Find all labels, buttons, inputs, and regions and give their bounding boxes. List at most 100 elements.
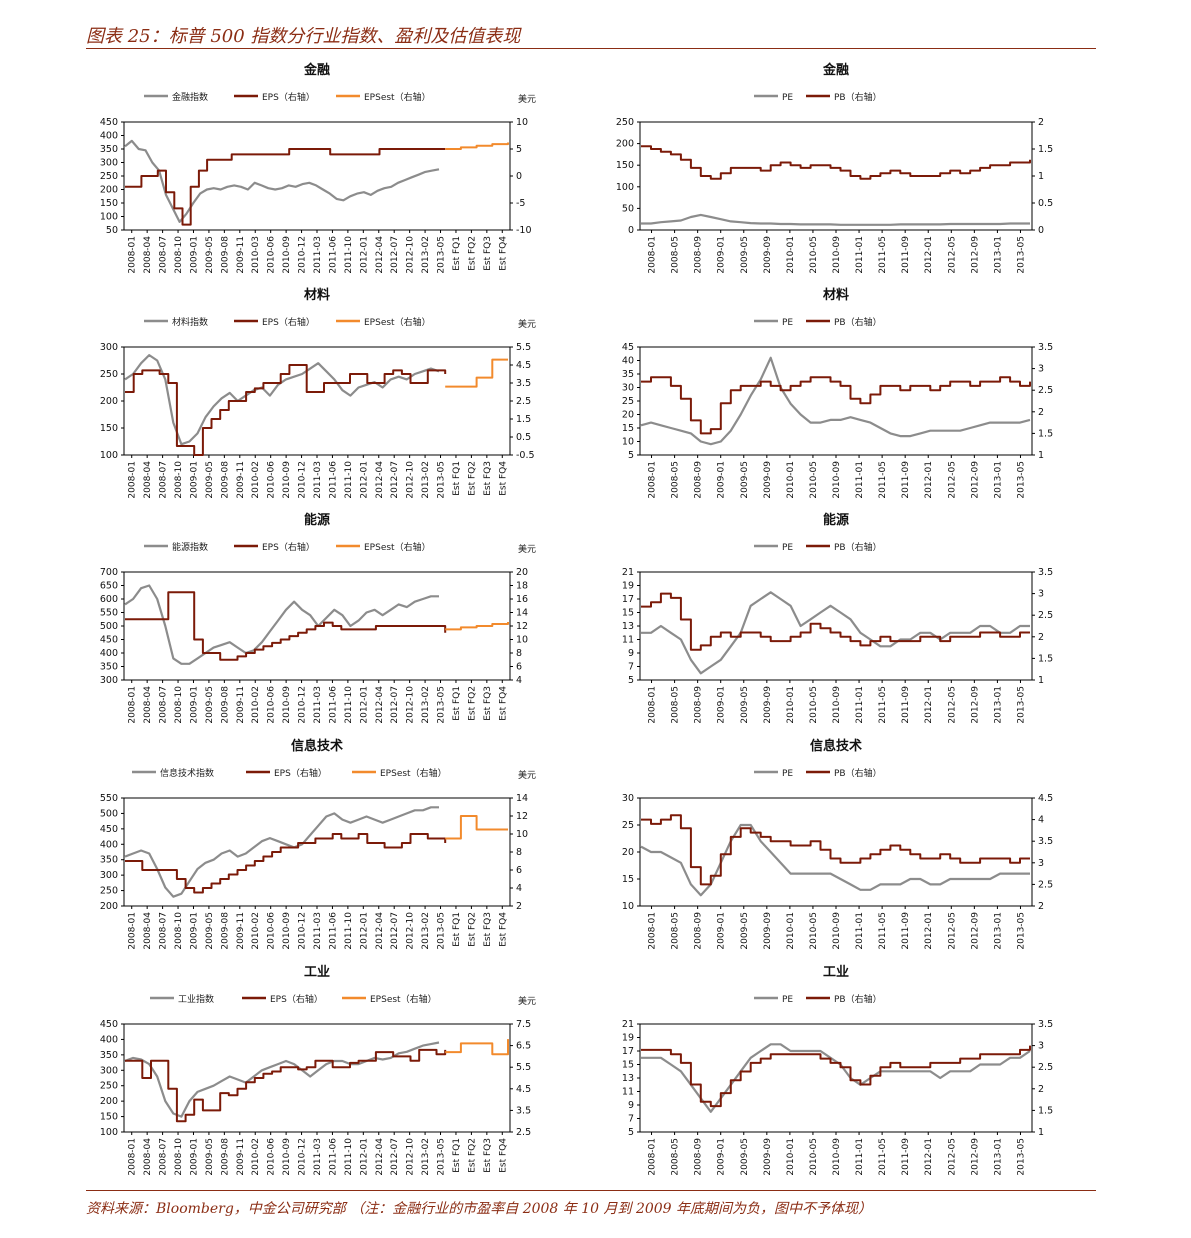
- legend-label: EPSest（右轴）: [380, 767, 447, 779]
- plot-frame: [123, 797, 511, 907]
- chart-title: 材料: [304, 287, 330, 303]
- x-tick-label: 2010-06: [267, 912, 277, 950]
- x-tick-label: 2009-01: [717, 1138, 727, 1176]
- x-tick-label: Est FQ1: [452, 236, 462, 271]
- x-tick-label: 2009-05: [205, 461, 215, 499]
- x-tick-label: Est FQ3: [483, 236, 493, 271]
- x-tick-label: Est FQ2: [467, 236, 477, 271]
- plot-frame: [639, 571, 1033, 681]
- unit-label: 美元: [518, 93, 536, 105]
- x-tick-label: 2012-01: [359, 912, 369, 950]
- right-tick-label: 2.5: [516, 1127, 531, 1138]
- chart-panel-4: 材料 PE PB（右轴） 5 10 15 20 25 30 35 40 45 1 1.5 2 2.5 3 3.5 2…: [622, 287, 1053, 499]
- series-line-epsest: [445, 815, 508, 840]
- left-tick-label: 5: [628, 675, 634, 686]
- chart-panel-2: 金融 PE PB（右轴） 0 50 100 150 200 250 0 0.5 1 1.5 2 2008-0…: [616, 62, 1053, 274]
- series-line-eps: [125, 148, 446, 226]
- x-tick-label: 2009-08: [220, 1138, 230, 1176]
- x-tick-label: 2013-05: [1016, 461, 1026, 499]
- x-tick-label: 2013-05: [437, 236, 447, 274]
- right-tick-label: 10: [516, 117, 528, 128]
- left-tick-label: 13: [622, 1073, 634, 1084]
- left-tick-label: 450: [100, 635, 118, 646]
- x-tick-label: 2008-01: [128, 686, 138, 724]
- left-tick-label: 550: [100, 793, 118, 804]
- legend-label: PB（右轴）: [834, 316, 882, 328]
- right-tick-label: 3.5: [1038, 567, 1053, 578]
- x-tick-label: 2010-06: [267, 686, 277, 724]
- series-line-index: [641, 1043, 1031, 1113]
- x-tick-label: 2010-01: [786, 912, 796, 950]
- left-tick-label: 9: [628, 1100, 634, 1111]
- series-line-eps: [641, 1045, 1031, 1108]
- left-tick-label: 11: [622, 1087, 634, 1098]
- x-tick-label: 2010-05: [809, 461, 819, 499]
- x-tick-label: 2011-01: [855, 1138, 865, 1176]
- right-tick-label: 5.5: [516, 342, 531, 353]
- x-tick-label: 2011-05: [878, 1138, 888, 1176]
- x-tick-label: 2012-07: [390, 1138, 400, 1176]
- x-tick-label: 2010-02: [251, 1138, 261, 1176]
- x-tick-label: 2009-08: [220, 912, 230, 950]
- x-tick-label: Est FQ3: [483, 1138, 493, 1173]
- x-tick-label: 2010-01: [786, 1138, 796, 1176]
- x-tick-label: 2009-11: [236, 912, 246, 950]
- x-tick-label: 2008-05: [671, 912, 681, 950]
- x-tick-label: Est FQ1: [452, 686, 462, 721]
- x-tick-label: 2011-03: [313, 236, 323, 274]
- left-tick-label: 200: [100, 396, 118, 407]
- x-tick-label: 2009-11: [236, 686, 246, 724]
- x-tick-label: Est FQ2: [467, 912, 477, 947]
- x-tick-label: 2012-01: [924, 912, 934, 950]
- right-tick-label: 6.5: [516, 1041, 531, 1052]
- x-tick-label: 2011-05: [878, 236, 888, 274]
- x-tick-label: 2011-09: [901, 236, 911, 274]
- right-tick-label: 2.5: [516, 396, 531, 407]
- x-tick-label: 2012-05: [947, 1138, 957, 1176]
- x-tick-label: 2008-01: [128, 236, 138, 274]
- x-tick-label: Est FQ4: [498, 461, 508, 496]
- x-tick-label: 2012-07: [390, 686, 400, 724]
- left-tick-label: 500: [100, 621, 118, 632]
- x-tick-label: 2012-01: [924, 461, 934, 499]
- legend-label: EPSest（右轴）: [370, 993, 437, 1005]
- right-tick-label: 2: [516, 901, 522, 912]
- series-line-index: [124, 1041, 440, 1118]
- x-tick-label: 2010-06: [267, 461, 277, 499]
- right-tick-label: 1.5: [1038, 653, 1053, 664]
- x-tick-label: 2009-11: [236, 461, 246, 499]
- left-tick-label: 20: [622, 847, 634, 858]
- x-tick-label: 2012-04: [375, 686, 385, 724]
- x-tick-label: 2011-01: [855, 236, 865, 274]
- x-tick-label: 2011-01: [855, 686, 865, 724]
- series-line-epsest: [445, 358, 508, 388]
- x-tick-label: 2012-04: [375, 461, 385, 499]
- x-tick-label: 2011-10: [344, 686, 354, 724]
- x-tick-label: 2011-09: [901, 912, 911, 950]
- x-tick-label: 2008-07: [159, 1138, 169, 1176]
- x-tick-label: 2010-05: [809, 912, 819, 950]
- x-tick-label: 2008-05: [671, 686, 681, 724]
- right-tick-label: 3.5: [1038, 1019, 1053, 1030]
- x-tick-label: 2013-05: [437, 461, 447, 499]
- x-tick-label: 2012-10: [406, 461, 416, 499]
- x-tick-label: 2009-01: [717, 461, 727, 499]
- left-tick-label: 5: [628, 450, 634, 461]
- x-tick-label: 2013-01: [993, 236, 1003, 274]
- left-tick-label: 15: [622, 1060, 634, 1071]
- x-tick-label: 2011-01: [855, 461, 865, 499]
- x-tick-label: 2011-10: [344, 1138, 354, 1176]
- left-tick-label: 250: [616, 117, 634, 128]
- left-tick-label: 300: [100, 342, 118, 353]
- right-tick-label: 2: [1038, 1084, 1044, 1095]
- x-tick-label: 2009-05: [205, 912, 215, 950]
- left-tick-label: 7: [628, 662, 634, 673]
- series-line-index: [641, 213, 1030, 226]
- x-tick-label: 2009-01: [717, 912, 727, 950]
- left-tick-label: 50: [106, 225, 118, 236]
- left-tick-label: 150: [100, 198, 118, 209]
- left-tick-label: 150: [100, 1112, 118, 1123]
- legend-label: EPS（右轴）: [270, 993, 323, 1005]
- x-tick-label: 2008-07: [159, 236, 169, 274]
- x-tick-label: 2010-06: [267, 1138, 277, 1176]
